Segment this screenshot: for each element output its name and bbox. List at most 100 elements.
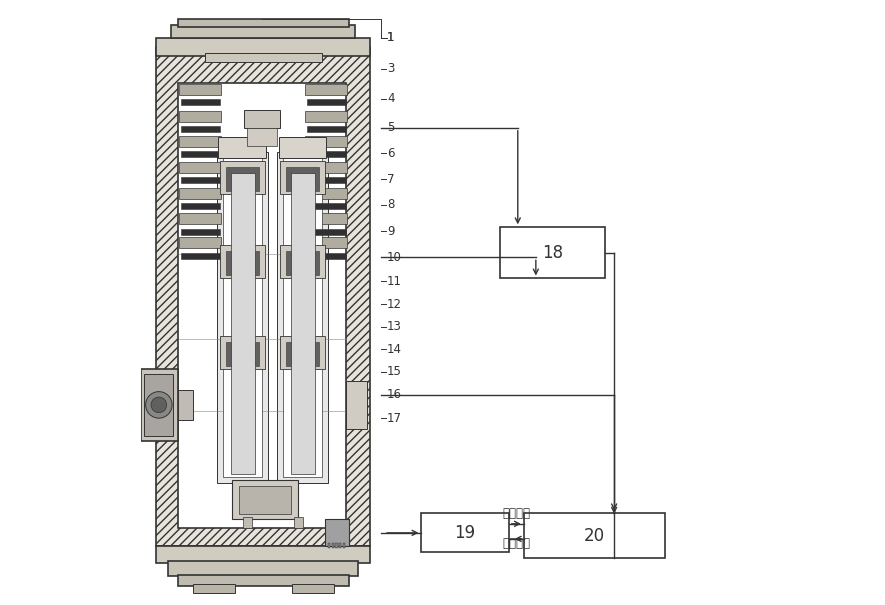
- Bar: [325, 519, 350, 546]
- Bar: [193, 584, 235, 593]
- Bar: [181, 99, 219, 105]
- Bar: [179, 136, 221, 147]
- Bar: [242, 517, 251, 528]
- Bar: [280, 336, 325, 368]
- Bar: [178, 83, 346, 528]
- Bar: [232, 480, 298, 519]
- Bar: [279, 137, 327, 158]
- Bar: [305, 136, 347, 147]
- Bar: [226, 342, 258, 366]
- Bar: [305, 84, 347, 95]
- Bar: [524, 513, 666, 558]
- Bar: [305, 237, 347, 248]
- Text: 1: 1: [387, 31, 395, 44]
- Bar: [219, 336, 265, 368]
- Bar: [307, 203, 346, 209]
- Text: 1: 1: [387, 31, 395, 44]
- Bar: [280, 245, 325, 278]
- Bar: [307, 177, 346, 183]
- Text: 20: 20: [584, 527, 605, 545]
- Text: 6: 6: [387, 146, 395, 160]
- Bar: [307, 99, 346, 105]
- Text: 17: 17: [387, 411, 402, 425]
- Bar: [243, 110, 280, 128]
- Text: 4: 4: [387, 93, 395, 105]
- Bar: [283, 158, 322, 477]
- Bar: [305, 111, 347, 122]
- Bar: [247, 128, 277, 146]
- Bar: [332, 543, 335, 548]
- Bar: [157, 38, 370, 56]
- Bar: [219, 161, 265, 194]
- Bar: [181, 151, 219, 157]
- Bar: [179, 111, 221, 122]
- Bar: [204, 53, 322, 62]
- Bar: [179, 188, 221, 199]
- Bar: [346, 381, 367, 429]
- Bar: [179, 214, 221, 224]
- Bar: [226, 167, 258, 191]
- Text: 5: 5: [387, 122, 395, 134]
- Text: 18: 18: [542, 244, 563, 262]
- Text: 14: 14: [387, 343, 402, 356]
- Bar: [172, 25, 355, 38]
- Circle shape: [146, 391, 172, 418]
- Bar: [219, 137, 266, 158]
- Bar: [421, 513, 509, 552]
- Bar: [328, 543, 330, 548]
- Text: 15: 15: [387, 365, 402, 378]
- Bar: [144, 373, 173, 436]
- Bar: [181, 203, 219, 209]
- Bar: [286, 342, 319, 366]
- Bar: [286, 251, 319, 275]
- Bar: [179, 237, 221, 248]
- Bar: [305, 214, 347, 224]
- Text: 12: 12: [387, 298, 402, 311]
- Text: 8: 8: [387, 198, 395, 211]
- Bar: [335, 543, 338, 548]
- Text: 3: 3: [387, 62, 395, 76]
- Bar: [307, 229, 346, 235]
- Text: 转速信号: 转速信号: [503, 507, 530, 520]
- Bar: [305, 162, 347, 173]
- Bar: [342, 543, 345, 548]
- Bar: [239, 486, 291, 514]
- Bar: [292, 584, 335, 593]
- Bar: [294, 517, 303, 528]
- Text: 7: 7: [387, 172, 395, 186]
- Bar: [226, 251, 258, 275]
- Bar: [500, 227, 605, 278]
- Text: 13: 13: [387, 320, 402, 333]
- Bar: [157, 546, 370, 563]
- Bar: [277, 152, 328, 483]
- Bar: [178, 19, 350, 27]
- Bar: [217, 152, 268, 483]
- Bar: [179, 162, 221, 173]
- Bar: [291, 173, 315, 474]
- Bar: [307, 151, 346, 157]
- Text: 16: 16: [387, 388, 402, 401]
- Bar: [178, 390, 193, 420]
- Bar: [178, 575, 350, 586]
- Bar: [223, 158, 262, 477]
- Bar: [181, 126, 219, 132]
- Bar: [142, 368, 178, 441]
- Bar: [307, 126, 346, 132]
- Text: 19: 19: [455, 524, 475, 542]
- Bar: [280, 161, 325, 194]
- Bar: [181, 177, 219, 183]
- Bar: [168, 561, 358, 576]
- Text: 9: 9: [387, 225, 395, 238]
- Bar: [181, 229, 219, 235]
- Circle shape: [151, 397, 166, 413]
- Text: 10: 10: [387, 251, 402, 264]
- Bar: [157, 47, 370, 546]
- Bar: [305, 188, 347, 199]
- Bar: [181, 253, 219, 259]
- Bar: [307, 253, 346, 259]
- Bar: [286, 167, 319, 191]
- Bar: [339, 543, 342, 548]
- Text: 控制信号: 控制信号: [503, 537, 530, 550]
- Bar: [219, 245, 265, 278]
- Text: 11: 11: [387, 275, 402, 288]
